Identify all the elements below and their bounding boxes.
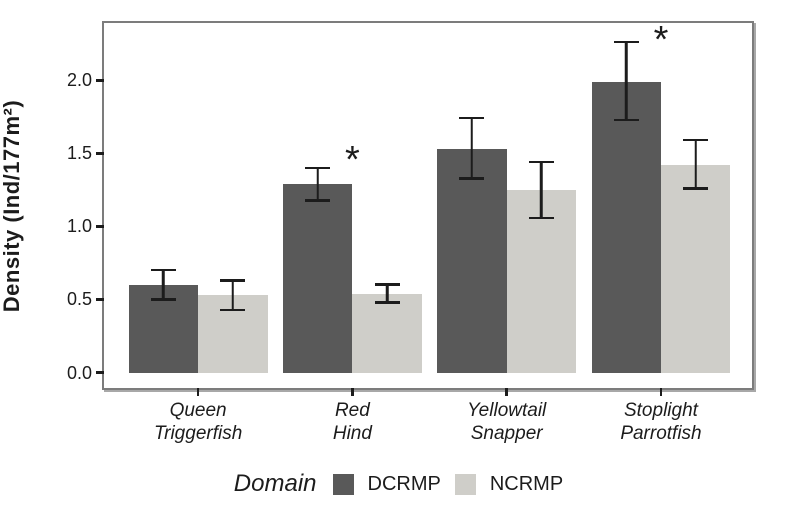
errorbar-stem [470,116,474,180]
bar-dcrmp-red-hind [282,184,353,373]
x-category-label-red-hind: Red Hind [267,399,437,445]
legend-label-dcrmp: DCRMP [367,472,441,495]
bar-ncrmp-yellowtail-snapper [506,189,577,373]
x-category-label-line: Snapper [470,423,543,444]
errorbar-cap-bottom [150,298,176,301]
bar-dcrmp-yellowtail-snapper [437,149,507,373]
legend-title: Domain [233,470,317,497]
bar-ncrmp-stoplight-parrotfish [660,165,731,373]
significance-asterisk-red-hind: * [344,138,360,181]
x-category-label-line: Triggerfish [153,423,243,444]
x-category-label-yellowtail-snapper: Yellowtail Snapper [422,399,592,445]
errorbar-cap-bottom [374,301,400,304]
legend-swatch-ncrmp [454,473,476,495]
errorbar-ncrmp-red-hind [374,283,400,304]
y-tick-label: 0.5 [66,289,92,310]
y-tick-mark [96,371,104,374]
x-category-label-line: Red [334,400,370,421]
x-category-label-line: Parrotfish [620,423,702,444]
errorbar-stem [540,160,543,220]
x-tick-mark [659,388,663,396]
x-category-label-line: Queen [169,400,227,421]
x-category-label-stoplight-parrotfish: Stoplight Parrotfish [576,399,746,445]
errorbar-stem [625,40,628,122]
errorbar-cap-bottom [683,187,709,190]
errorbar-ncrmp-stoplight-parrotfish [683,138,709,190]
y-tick-mark [96,79,104,82]
errorbar-ncrmp-queen-triggerfish [220,279,246,312]
y-tick-mark [96,298,104,301]
x-category-label-line: Yellowtail [467,400,547,421]
errorbar-stem [385,283,389,304]
bar-ncrmp-red-hind [352,293,422,373]
y-tick-mark [96,152,104,155]
errorbar-dcrmp-red-hind [305,166,331,202]
significance-asterisk-stoplight-parrotfish: * [653,19,669,62]
errorbar-stem [694,138,697,190]
y-tick-label: 0.0 [66,362,92,383]
errorbar-cap-bottom [459,177,485,180]
legend-label-ncrmp: NCRMP [489,472,564,495]
errorbar-stem [162,268,165,301]
y-tick-label: 2.0 [66,70,92,91]
y-tick-mark [96,225,104,228]
x-tick-mark [505,388,508,396]
legend-items: DCRMP NCRMP [332,472,564,496]
x-tick-mark [351,388,354,396]
x-tick-mark [196,388,200,396]
errorbar-dcrmp-stoplight-parrotfish [613,40,639,122]
legend: Domain DCRMP NCRMP [0,464,797,504]
y-tick-label: 1.5 [66,143,92,164]
errorbar-ncrmp-yellowtail-snapper [528,160,554,220]
x-category-label-queen-triggerfish: Queen Triggerfish [113,399,283,445]
errorbar-cap-bottom [613,118,639,122]
errorbar-dcrmp-queen-triggerfish [150,268,176,301]
errorbar-cap-bottom [305,199,331,202]
y-tick-label: 1.0 [66,216,92,237]
y-axis-title: Density (Ind/177m²) [0,99,24,313]
errorbar-dcrmp-yellowtail-snapper [459,116,485,180]
errorbar-cap-bottom [220,308,246,312]
x-category-label-line: Hind [332,423,372,444]
x-category-label-line: Stoplight [623,400,698,421]
errorbar-cap-bottom [528,216,554,220]
legend-swatch-dcrmp [332,473,354,495]
errorbar-stem [231,279,235,312]
errorbar-stem [316,166,319,202]
bar-dcrmp-stoplight-parrotfish [591,81,661,373]
